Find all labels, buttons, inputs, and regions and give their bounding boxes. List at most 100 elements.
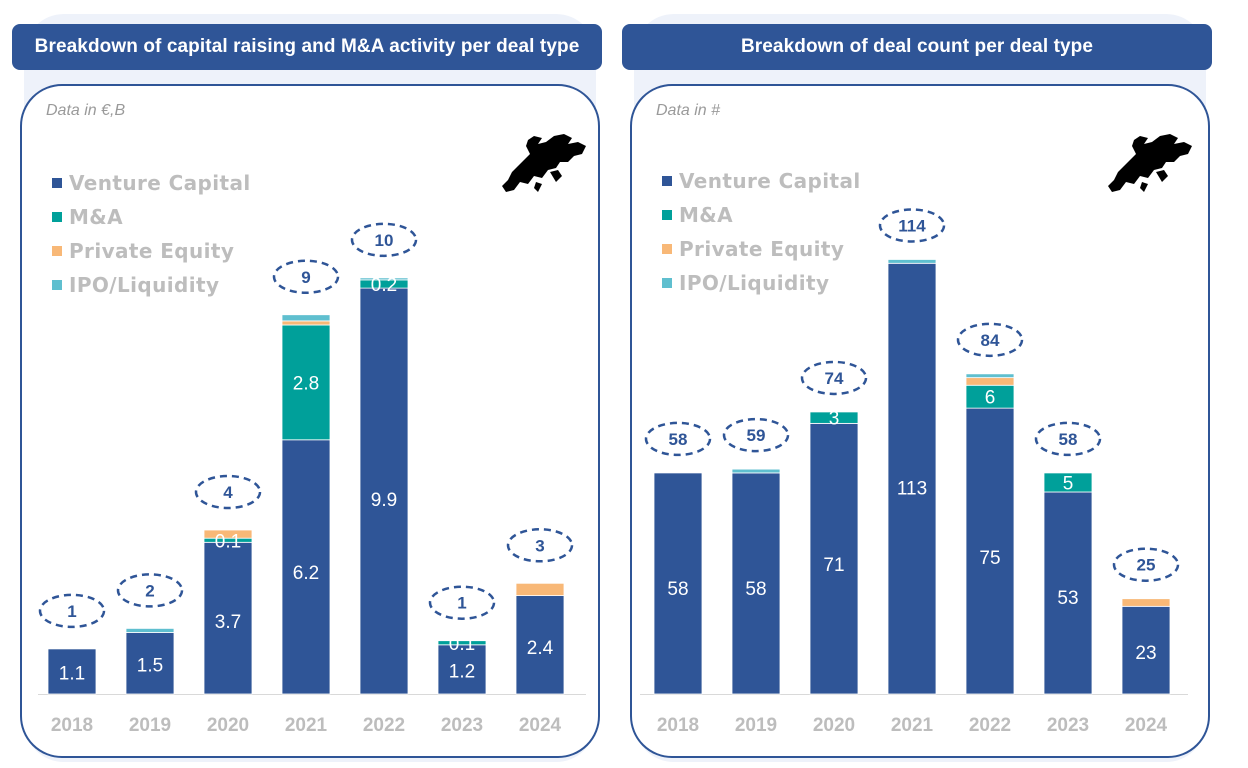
data-label: 5 bbox=[1063, 473, 1074, 494]
data-label: 3 bbox=[829, 409, 840, 430]
legend: Venture Capital M&A Private Equity IPO/L… bbox=[662, 164, 861, 300]
legend-swatch bbox=[662, 176, 672, 186]
x-tick-label: 2022 bbox=[969, 715, 1011, 736]
x-tick-label: 2024 bbox=[1125, 715, 1168, 736]
deal-count-panel: Breakdown of deal count per deal type Da… bbox=[620, 0, 1212, 768]
total-bubble bbox=[38, 593, 106, 629]
bar-segment-ma bbox=[1043, 472, 1093, 493]
total-label: 59 bbox=[747, 426, 766, 445]
total-bubble bbox=[800, 360, 868, 396]
total-label: 1 bbox=[457, 594, 466, 613]
legend-swatch bbox=[52, 212, 62, 222]
total-bubble bbox=[644, 421, 712, 457]
legend-item-venture-capital: Venture Capital bbox=[52, 166, 251, 200]
total-label: 58 bbox=[1059, 430, 1078, 449]
data-label: 71 bbox=[823, 555, 844, 576]
total-bubble bbox=[1034, 421, 1102, 457]
total-label: 25 bbox=[1137, 556, 1156, 575]
bar-segment-ma bbox=[809, 411, 859, 424]
total-bubble bbox=[194, 474, 262, 510]
bar-segment-venture-capital bbox=[731, 472, 781, 695]
bar-segment-ipo-liquidity bbox=[965, 373, 1015, 379]
bar-segment-private-equity bbox=[515, 582, 565, 596]
x-tick-label: 2023 bbox=[441, 715, 483, 736]
bar-segment-ma bbox=[437, 640, 487, 646]
total-label: 114 bbox=[898, 216, 926, 235]
legend-swatch bbox=[52, 280, 62, 290]
legend-label: Private Equity bbox=[69, 239, 235, 263]
total-label: 10 bbox=[375, 231, 394, 250]
bar-segment-ipo-liquidity bbox=[887, 259, 937, 264]
legend-label: Venture Capital bbox=[679, 169, 861, 193]
data-label: 0.2 bbox=[371, 275, 397, 296]
total-bubble bbox=[428, 585, 496, 620]
total-bubble bbox=[956, 322, 1024, 358]
legend-item-ma: M&A bbox=[52, 200, 251, 234]
total-label: 2 bbox=[145, 581, 154, 600]
total-label: 3 bbox=[535, 536, 544, 555]
data-label: 0.1 bbox=[215, 531, 241, 552]
bar-segment-venture-capital bbox=[809, 422, 859, 695]
bar-segment-private-equity bbox=[965, 377, 1015, 386]
total-bubble bbox=[116, 573, 184, 608]
total-bubble bbox=[878, 208, 946, 243]
bar-segment-private-equity bbox=[1121, 598, 1171, 607]
bar-segment-private-equity bbox=[281, 320, 331, 326]
data-label: 1.1 bbox=[59, 663, 85, 684]
x-tick-label: 2019 bbox=[129, 715, 171, 736]
data-label: 1.2 bbox=[449, 661, 475, 682]
bar-segment-ipo-liquidity bbox=[281, 314, 331, 322]
legend-swatch bbox=[662, 278, 672, 288]
bar-segment-ma bbox=[281, 324, 331, 441]
capital-chart: 1.1 1 2018 1.5 2 2019 3.7 0.1 4 2020 6.2 2.8 9 2021 9.… bbox=[38, 222, 586, 736]
bar-segment-ipo-liquidity bbox=[125, 628, 175, 633]
europe-map-icon bbox=[1108, 134, 1192, 192]
legend-item-ipo-liquidity: IPO/Liquidity bbox=[52, 268, 251, 302]
bar-segment-ipo-liquidity bbox=[731, 468, 781, 474]
data-label: 58 bbox=[745, 579, 766, 600]
bar-segment-venture-capital bbox=[965, 407, 1015, 695]
legend-label: IPO/Liquidity bbox=[69, 273, 220, 297]
total-label: 1 bbox=[67, 602, 76, 621]
x-tick-label: 2023 bbox=[1047, 715, 1089, 736]
legend-item-venture-capital: Venture Capital bbox=[662, 164, 861, 198]
bar-segment-venture-capital bbox=[515, 595, 565, 695]
legend-label: M&A bbox=[69, 205, 124, 229]
bar-segment-venture-capital bbox=[887, 262, 937, 695]
x-tick-label: 2021 bbox=[891, 715, 934, 736]
x-tick-label: 2022 bbox=[363, 715, 405, 736]
bar-segment-venture-capital bbox=[437, 644, 487, 695]
data-label: 9.9 bbox=[371, 490, 397, 511]
total-bubble bbox=[272, 259, 340, 294]
data-label: 1.5 bbox=[137, 655, 163, 676]
data-label: 113 bbox=[897, 478, 927, 499]
legend-swatch bbox=[52, 246, 62, 256]
data-label: 2.8 bbox=[293, 373, 319, 394]
legend-item-ipo-liquidity: IPO/Liquidity bbox=[662, 266, 861, 300]
legend-item-private-equity: Private Equity bbox=[662, 232, 861, 266]
x-tick-label: 2020 bbox=[207, 715, 249, 736]
data-label: 58 bbox=[667, 579, 688, 600]
deal-count-chart: 58 58 2018 58 59 2019 71 3 74 2020 113 114 2021 75 6 84… bbox=[640, 208, 1188, 736]
legend-label: IPO/Liquidity bbox=[679, 271, 830, 295]
legend-label: Venture Capital bbox=[69, 171, 251, 195]
unit-note: Data in # bbox=[656, 102, 721, 119]
data-label: 6.2 bbox=[293, 563, 319, 584]
bar-segment-venture-capital bbox=[359, 287, 409, 695]
legend-swatch bbox=[662, 210, 672, 220]
data-label: 0.1 bbox=[449, 634, 475, 655]
x-tick-label: 2019 bbox=[735, 715, 777, 736]
unit-note: Data in €,B bbox=[46, 102, 126, 119]
bar-segment-ipo-liquidity bbox=[359, 277, 409, 281]
total-label: 9 bbox=[301, 268, 310, 287]
legend-label: M&A bbox=[679, 203, 734, 227]
x-tick-label: 2018 bbox=[657, 715, 699, 736]
capital-panel: Breakdown of capital raising and M&A act… bbox=[10, 0, 602, 768]
bar-segment-venture-capital bbox=[653, 472, 703, 695]
bar-segment-venture-capital bbox=[47, 648, 97, 695]
total-label: 74 bbox=[825, 369, 844, 388]
data-label: 2.4 bbox=[527, 638, 554, 659]
legend-item-ma: M&A bbox=[662, 198, 861, 232]
total-bubble bbox=[1112, 547, 1180, 582]
bar-segment-venture-capital bbox=[1121, 605, 1171, 695]
